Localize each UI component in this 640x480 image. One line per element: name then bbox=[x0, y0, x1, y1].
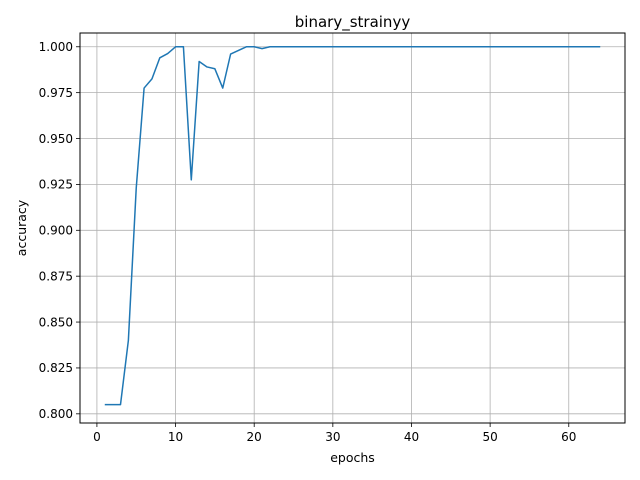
y-tick-label: 1.000 bbox=[39, 40, 73, 54]
y-tick-label: 0.850 bbox=[39, 315, 73, 329]
y-tick-label: 0.900 bbox=[39, 224, 73, 238]
x-tick-label: 30 bbox=[325, 430, 340, 444]
x-tick-label: 40 bbox=[404, 430, 419, 444]
chart-title: binary_strainyy bbox=[295, 13, 411, 32]
y-tick-label: 0.825 bbox=[39, 361, 73, 375]
x-tick-label: 0 bbox=[93, 430, 101, 444]
series-layer bbox=[104, 46, 601, 406]
y-tick-label: 0.800 bbox=[39, 407, 73, 421]
x-tick-label: 10 bbox=[168, 430, 183, 444]
x-tick-label: 20 bbox=[247, 430, 262, 444]
x-tick-label: 60 bbox=[561, 430, 576, 444]
x-tick-label: 50 bbox=[482, 430, 497, 444]
y-tick-label: 0.875 bbox=[39, 269, 73, 283]
x-axis-label: epochs bbox=[330, 450, 375, 465]
x-axis-ticks: 0 10 20 30 40 50 60 bbox=[93, 423, 576, 444]
y-axis-ticks: 0.800 0.825 0.850 0.875 0.900 0.925 0.950 0.975… bbox=[39, 40, 80, 421]
y-axis-label: accuracy bbox=[14, 199, 29, 256]
series-line bbox=[104, 46, 601, 406]
plot-frame bbox=[79, 32, 626, 424]
y-tick-label: 0.950 bbox=[39, 132, 73, 146]
y-tick-label: 0.975 bbox=[39, 86, 73, 100]
y-tick-label: 0.925 bbox=[39, 178, 73, 192]
grid-lines bbox=[80, 33, 625, 423]
